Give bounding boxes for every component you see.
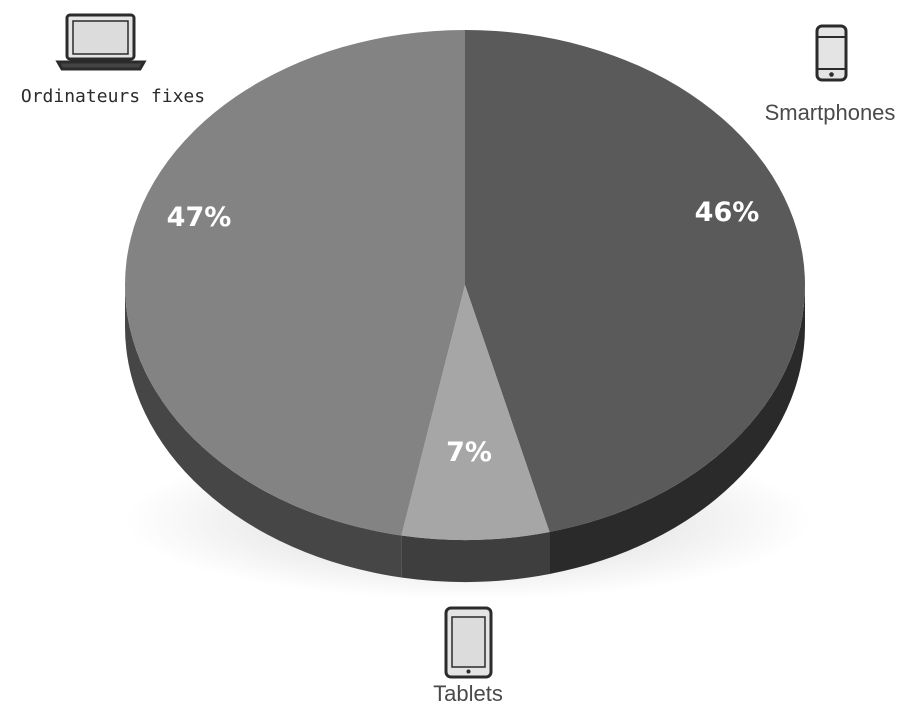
category-label-ordinateurs-fixes: Ordinateurs fixes	[21, 86, 205, 107]
percent-labels: 46% 7% 47%	[167, 197, 760, 468]
slice-percent-tablets: 7%	[446, 437, 492, 468]
category-label-tablets: Tablets	[433, 681, 503, 706]
tablet-icon	[444, 606, 493, 679]
slice-percent-ordinateurs-fixes: 47%	[167, 202, 232, 233]
slice-ordinateurs-fixes	[124, 30, 465, 536]
slice-smartphones	[465, 30, 806, 532]
smartphone-icon	[815, 24, 848, 82]
pie-slices	[124, 30, 806, 540]
laptop-icon	[55, 13, 147, 71]
slice-side-tablets	[401, 531, 550, 582]
category-label-smartphones: Smartphones	[765, 100, 896, 125]
slice-percent-smartphones: 46%	[695, 197, 760, 228]
slice-side-smartphones	[549, 285, 805, 574]
slice-side-ordinateurs-fixes	[125, 285, 402, 578]
slice-tablets	[401, 285, 550, 540]
pie-sides	[125, 285, 805, 582]
